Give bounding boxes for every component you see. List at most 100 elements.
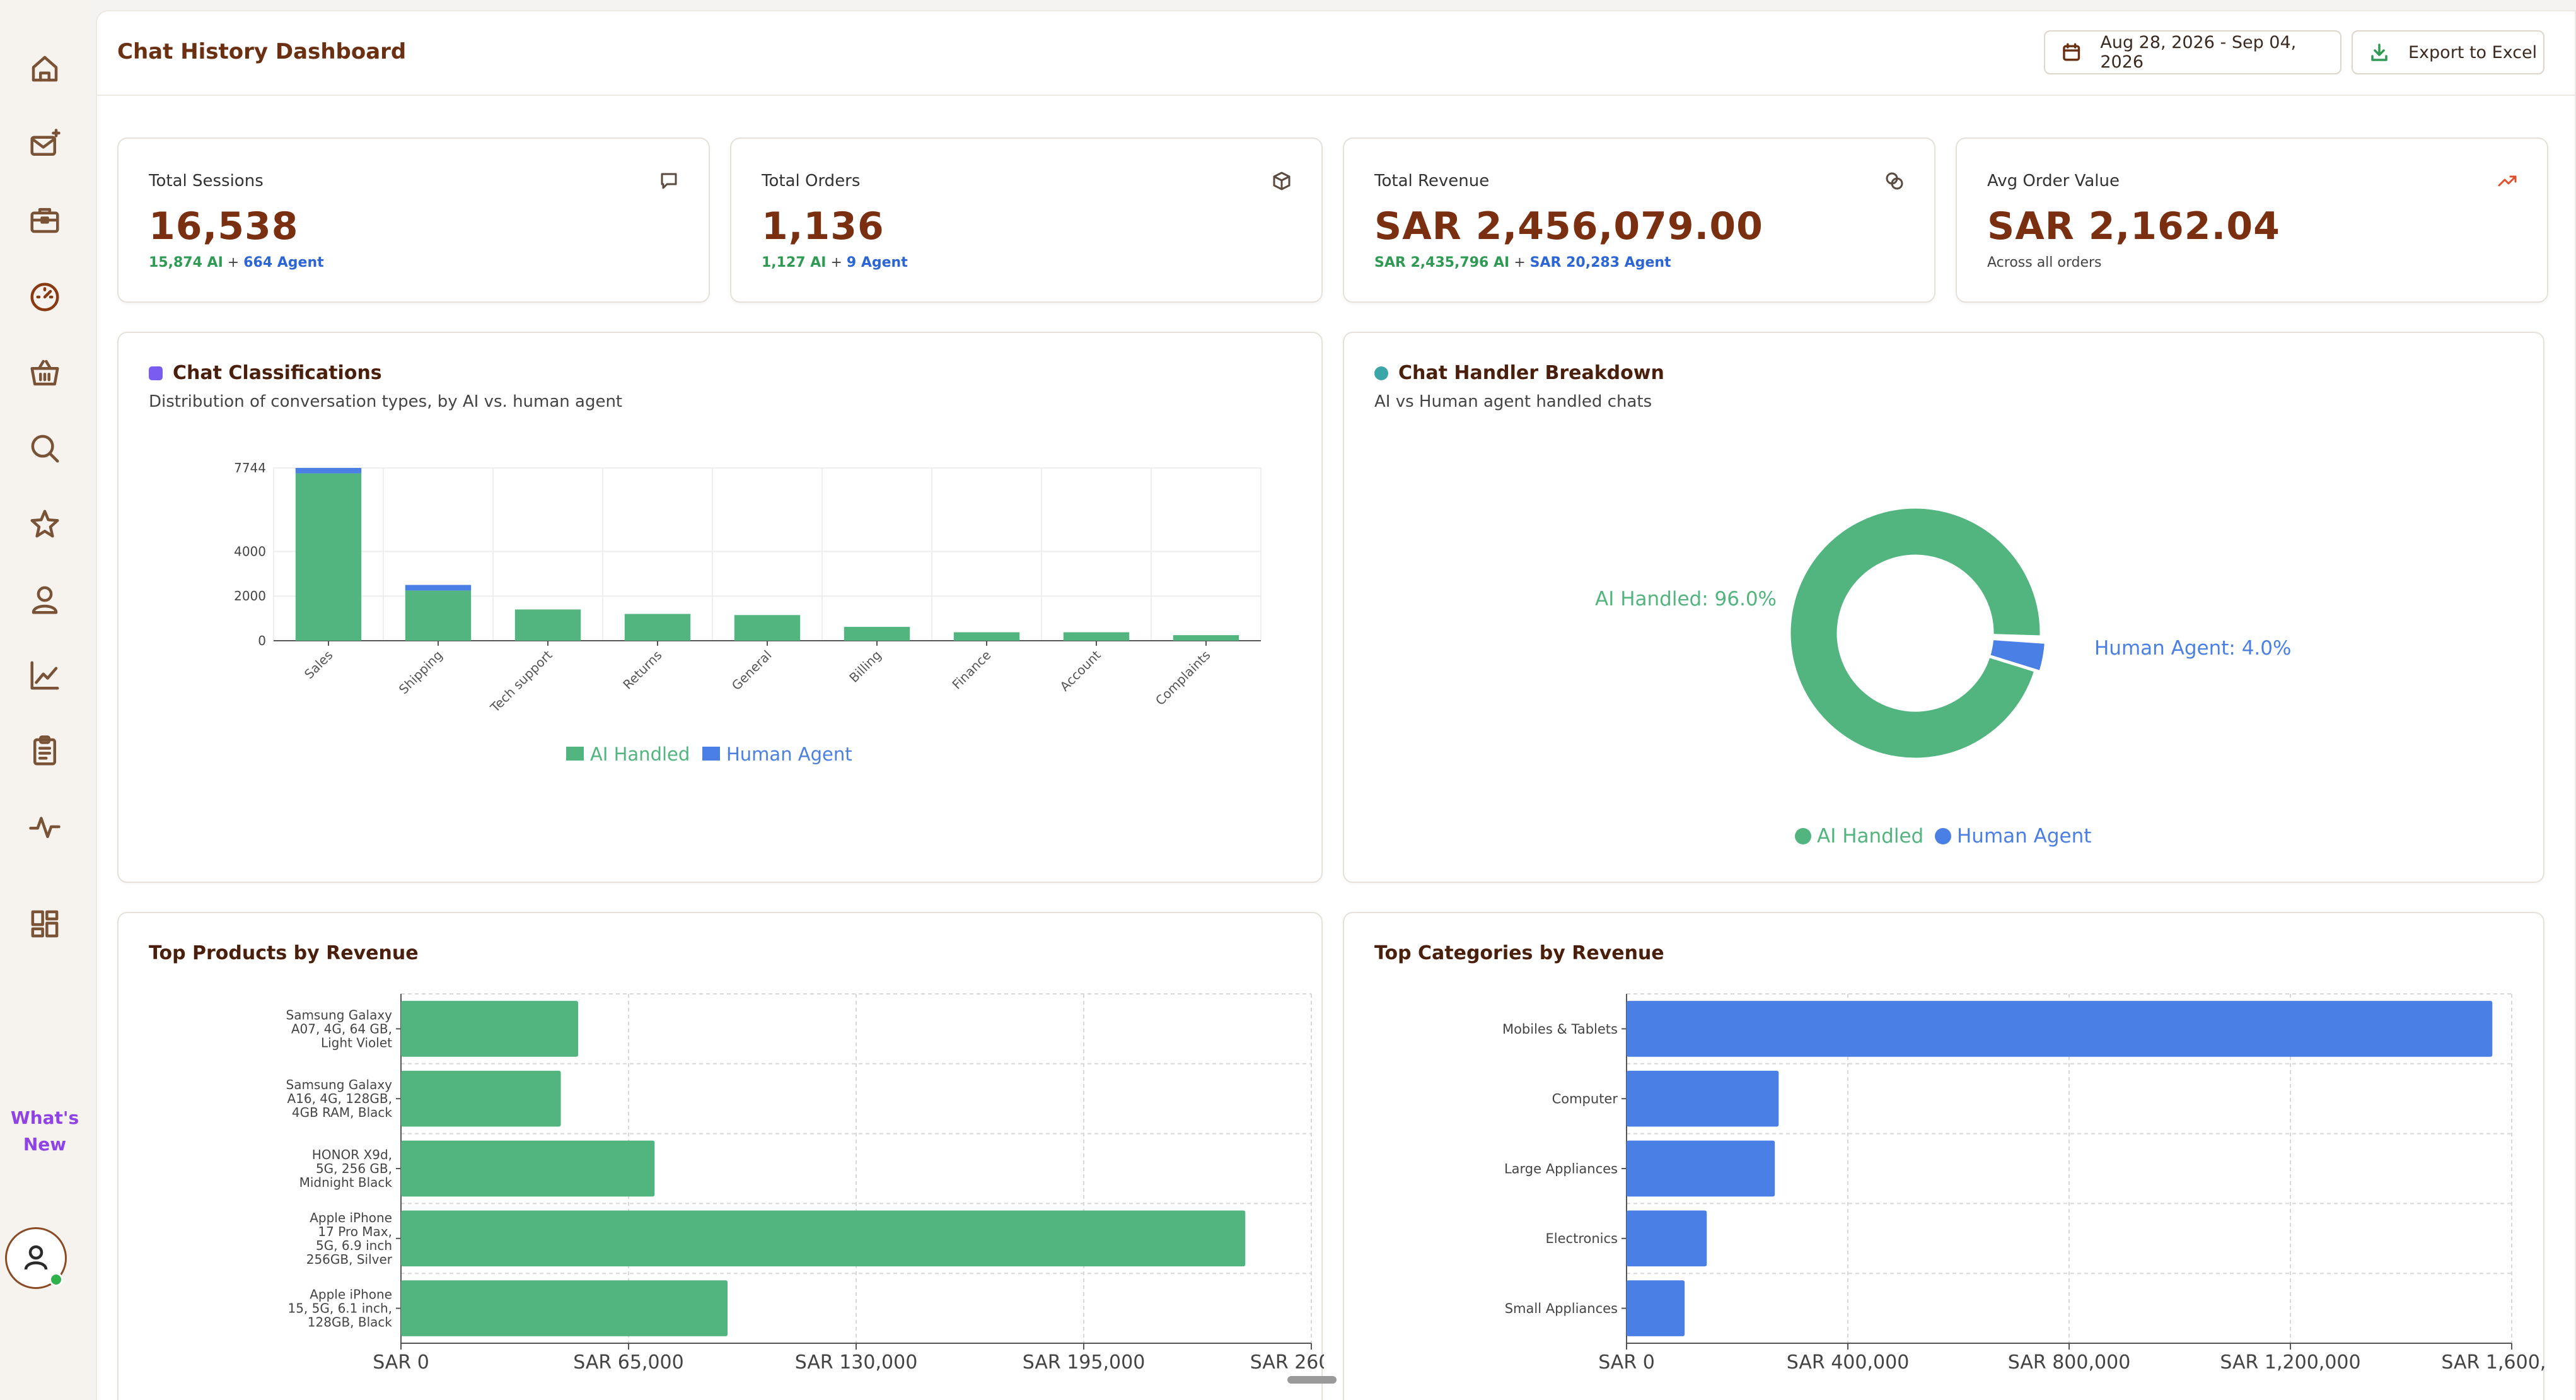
classifications-bar-chart: 0 2000 4000 7744 Sales Shipping Tech support Re… (234, 460, 1262, 765)
y-tick-label: Mobiles & Tablets (1502, 1022, 1618, 1037)
kpi-separator: + (223, 255, 244, 271)
legend-swatch (1935, 828, 1951, 844)
basket-icon[interactable] (23, 351, 67, 395)
x-tick-label: Sales (301, 648, 336, 682)
bar (1627, 1070, 1779, 1127)
x-tick-label: Returns (620, 648, 664, 692)
panel-subtitle: Distribution of conversation types, by A… (149, 392, 623, 411)
kpi-separator: + (826, 255, 847, 271)
x-tick-label: SAR 1,600,000 (2441, 1351, 2546, 1374)
bar (401, 1140, 655, 1197)
x-tick-label: SAR 195,000 (1023, 1351, 1146, 1374)
x-tick-label: Complaints (1152, 648, 1214, 709)
x-tick-label: SAR 260,000 (1250, 1351, 1324, 1374)
x-tick-label: SAR 400,000 (1787, 1351, 1910, 1374)
y-tick-label: Light Violet (321, 1035, 392, 1050)
top-categories-bar-chart: SAR 0 SAR 400,000 SAR 800,000 SAR 1,200,000… (1502, 993, 2546, 1374)
main-panel: Chat History Dashboard Aug 28, 2026 - Se… (96, 10, 2576, 1400)
panel-title: Top Categories by Revenue (1374, 942, 1664, 964)
bar-ai (844, 627, 910, 641)
legend-label: AI Handled (1817, 825, 1923, 848)
kpi-breakdown: 15,874 AI + 664 Agent (149, 255, 324, 271)
y-tick-label: A07, 4G, 64 GB, (291, 1021, 392, 1036)
y-tick-label: 0 (258, 633, 266, 648)
home-icon[interactable] (23, 47, 67, 91)
bar-ai (734, 615, 801, 641)
activity-icon[interactable] (23, 805, 67, 849)
star-icon[interactable] (23, 502, 67, 546)
kpi-agent-count: SAR 20,283 Agent (1529, 255, 1671, 271)
x-tick-label: SAR 65,000 (573, 1351, 683, 1374)
kpi-ai-count: SAR 2,435,796 AI (1374, 255, 1510, 271)
kpi-label: Total Sessions (149, 172, 264, 190)
coins-icon (1884, 170, 1905, 192)
bar (1627, 1210, 1707, 1267)
calendar-icon (2063, 43, 2080, 61)
bar-ai (514, 609, 581, 641)
kpi-value: 1,136 (762, 204, 885, 248)
kpi-breakdown: SAR 2,435,796 AI + SAR 20,283 Agent (1374, 255, 1671, 271)
mail-sparkle-icon[interactable] (23, 122, 67, 166)
teal-dot-icon (1374, 366, 1388, 380)
y-tick-label: 256GB, Silver (306, 1252, 393, 1267)
x-tick-label: Account (1057, 647, 1103, 694)
bar-ai (624, 614, 691, 641)
legend-swatch (566, 747, 584, 761)
bar-agent (295, 468, 362, 474)
top-products-panel: Top Products by Revenue SAR 0 SAR 65,000 S… (117, 912, 1337, 1400)
y-tick-label: 4000 (234, 544, 266, 559)
kpi-total-sessions: Total Sessions 16,538 15,874 AI + 664 Ag… (117, 137, 710, 303)
bar-ai (1173, 635, 1239, 641)
handler-donut-chart: AI Handled: 96.0% Human Agent: 4.0% AI Han… (1595, 505, 2291, 848)
trending-up-icon (2497, 170, 2518, 192)
kpi-label: Avg Order Value (1987, 172, 2120, 190)
purple-dot-icon (149, 366, 163, 380)
x-tick-label: Billing (846, 648, 884, 685)
y-tick-label: Samsung Galaxy (286, 1007, 393, 1022)
chart-scrollbar[interactable] (1287, 1376, 1337, 1384)
kpi-value: SAR 2,456,079.00 (1374, 204, 1763, 248)
x-tick-label: Shipping (396, 648, 446, 697)
bar-ai (953, 632, 1020, 641)
whats-new-link[interactable]: What's New (0, 1105, 90, 1158)
y-tick-label: 5G, 256 GB, (316, 1161, 392, 1176)
chat-classifications-panel: Chat Classifications Distribution of con… (117, 332, 1323, 883)
x-tick-label: Tech support (487, 647, 555, 715)
sidebar: What's New (0, 0, 90, 1400)
kpi-avg-order-value: Avg Order Value SAR 2,162.04 Across all … (1956, 137, 2548, 303)
whats-new-line1: What's (10, 1107, 79, 1128)
legend-label: AI Handled (590, 744, 690, 765)
briefcase-icon[interactable] (23, 198, 67, 242)
kpi-note-text: Across all orders (1987, 255, 2102, 271)
gauge-icon[interactable] (23, 275, 67, 319)
date-range-label: Aug 28, 2026 - Sep 04, 2026 (2100, 33, 2297, 72)
kpi-label: Total Orders (762, 172, 861, 190)
y-tick-label: Samsung Galaxy (286, 1077, 393, 1092)
line-chart-icon[interactable] (23, 653, 67, 697)
user-icon[interactable] (23, 578, 67, 622)
bar (401, 1070, 561, 1127)
kpi-value: 16,538 (149, 204, 299, 248)
export-excel-button[interactable]: Export to Excel (2352, 30, 2544, 74)
header: Chat History Dashboard Aug 28, 2026 - Se… (97, 11, 2576, 96)
kpi-agent-count: 664 Agent (243, 255, 324, 271)
panel-title-text: Chat Classifications (173, 362, 382, 384)
kpi-agent-count: 9 Agent (846, 255, 908, 271)
dashboard-icon[interactable] (23, 902, 67, 946)
export-label: Export to Excel (2408, 42, 2538, 62)
date-range-picker[interactable]: Aug 28, 2026 - Sep 04, 2026 (2044, 30, 2341, 74)
y-tick-label: 17 Pro Max, (318, 1224, 392, 1239)
clipboard-icon[interactable] (23, 729, 67, 773)
x-tick-label: SAR 800,000 (2008, 1351, 2131, 1374)
kpi-total-revenue: Total Revenue SAR 2,456,079.00 SAR 2,435… (1343, 137, 1935, 303)
y-tick-label: A16, 4G, 128GB, (287, 1091, 392, 1106)
search-icon[interactable] (23, 426, 67, 470)
user-avatar-icon (24, 1245, 48, 1270)
panel-title: Top Products by Revenue (149, 942, 419, 964)
y-tick-label: 15, 5G, 6.1 inch, (287, 1301, 392, 1316)
legend-label: Human Agent (1957, 825, 2091, 848)
chat-bubble-icon (658, 170, 680, 192)
online-status-indicator (49, 1273, 63, 1286)
y-tick-label: Apple iPhone (310, 1287, 392, 1302)
